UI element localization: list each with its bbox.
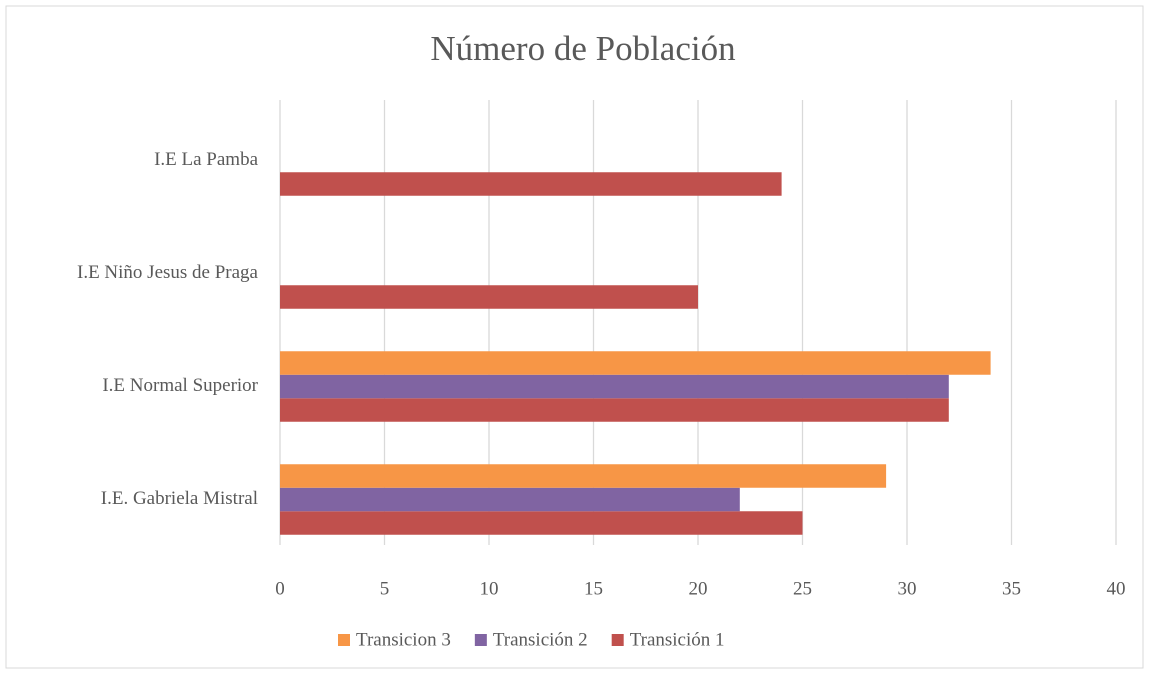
bar [280, 464, 887, 488]
bar [280, 487, 740, 512]
x-tick-label: 5 [380, 578, 390, 599]
bar [280, 285, 698, 309]
x-tick-label: 20 [689, 578, 708, 599]
bar [280, 511, 803, 535]
chart-frame [5, 5, 1144, 669]
x-tick-label: 25 [793, 578, 812, 599]
y-tick-label: I.E La Pamba [154, 149, 259, 170]
bar [280, 351, 991, 375]
x-tick-label: 40 [1107, 578, 1126, 599]
legend-swatch [474, 634, 487, 646]
y-tick-label: I.E. Gabriela Mistral [101, 488, 258, 509]
legend-label: Transición 2 [493, 629, 588, 650]
y-tick-label: I.E Niño Jesus de Praga [77, 262, 259, 283]
bar [280, 398, 949, 422]
legend-label: Transición 1 [630, 629, 725, 650]
y-tick-label: I.E Normal Superior [102, 375, 258, 396]
legend-swatch [611, 634, 624, 646]
bar [280, 374, 949, 399]
x-tick-label: 30 [898, 578, 917, 599]
x-tick-label: 0 [275, 578, 285, 599]
x-tick-label: 15 [584, 578, 603, 599]
x-tick-label: 35 [1002, 578, 1021, 599]
bar [280, 172, 782, 196]
legend-label: Transicion 3 [356, 629, 451, 650]
legend-swatch [338, 634, 350, 646]
x-tick-label: 10 [480, 578, 499, 599]
chart-title: Número de Población [430, 29, 735, 68]
